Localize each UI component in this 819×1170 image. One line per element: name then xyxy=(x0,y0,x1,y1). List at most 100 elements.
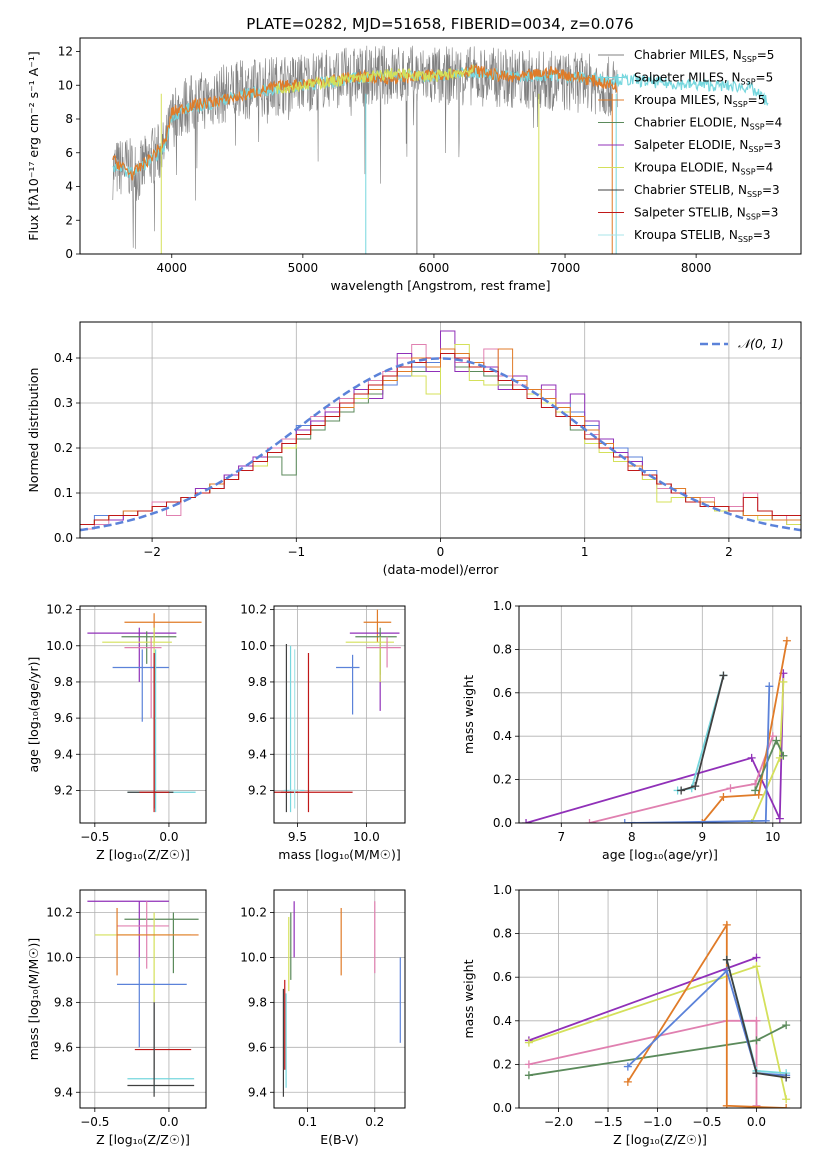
weight-marker xyxy=(722,1101,731,1108)
legend-entry: 𝒩(0, 1) xyxy=(738,336,784,351)
legend-entry: Kroupa ELODIE, NSSP=4 xyxy=(634,161,773,177)
weight-marker xyxy=(677,786,686,795)
y-tick-label: 0.6 xyxy=(493,686,512,700)
weight-marker xyxy=(719,792,728,801)
legend-entry: Chabrier STELIB, NSSP=3 xyxy=(634,183,780,199)
y-tick-label: 9.4 xyxy=(54,747,73,761)
errorbar-point xyxy=(124,636,162,719)
weight-marker xyxy=(691,782,700,791)
y-tick-label: 9.6 xyxy=(248,1040,267,1054)
y-tick-label: 2 xyxy=(65,213,73,227)
weight-marker xyxy=(524,1038,533,1047)
plot-area-spectrum xyxy=(112,45,769,254)
spectrum-line-0 xyxy=(112,45,618,249)
y-tick-label: 9.4 xyxy=(54,1085,73,1099)
weight-marker xyxy=(751,786,760,795)
x-tick-label: 7 xyxy=(557,830,565,844)
legend-entry: Chabrier ELODIE, NSSP=4 xyxy=(634,116,782,132)
x-tick-label: −1.0 xyxy=(643,1115,672,1129)
y-tick-label: 9.6 xyxy=(54,1040,73,1054)
weight-marker xyxy=(782,1021,791,1030)
x-axis-label: (data-model)/error xyxy=(383,562,500,577)
chart-mass-vs-EBV: 0.1 0.2 9.4 9.6 9.8 10.0 10.2 E(B-V) xyxy=(240,889,406,1147)
weight-marker xyxy=(524,1071,533,1080)
y-tick-label: 9.2 xyxy=(248,783,267,797)
x-tick-label: 9 xyxy=(698,830,706,844)
weight-marker xyxy=(752,953,761,962)
weight-marker xyxy=(698,819,707,823)
errorbar-point xyxy=(127,1002,195,1097)
y-tick-label: 8 xyxy=(65,112,73,126)
y-tick-label: 0.1 xyxy=(54,486,73,500)
plot-area-mass-vs-EBV xyxy=(282,901,401,1097)
y-tick-label: 10.2 xyxy=(240,603,267,617)
weight-marker xyxy=(747,753,756,762)
x-tick-label: 7000 xyxy=(550,261,581,275)
y-tick-label: 0.8 xyxy=(493,642,512,656)
x-tick-label: −1.5 xyxy=(593,1115,622,1129)
y-tick-label: 1.0 xyxy=(493,599,512,613)
y-tick-label: 9.8 xyxy=(54,995,73,1009)
weight-line-1 xyxy=(589,735,774,823)
errorbar-point xyxy=(116,907,199,976)
spectrum-legend: Chabrier MILES, NSSP=5 Salpeter MILES, NS… xyxy=(598,48,782,244)
x-tick-label: 1 xyxy=(581,545,589,559)
weight-marker xyxy=(754,790,763,799)
x-tick-label: −0.5 xyxy=(80,1115,109,1129)
x-tick-label: 5000 xyxy=(288,261,319,275)
weight-marker xyxy=(761,816,770,823)
y-axis-label: mass [log₁₀(M/M☉)] xyxy=(26,938,41,1060)
legend-entry: Chabrier MILES, NSSP=5 xyxy=(634,48,774,64)
x-tick-label: 10 xyxy=(765,830,780,844)
y-tick-label: 9.8 xyxy=(54,675,73,689)
y-tick-label: 0.4 xyxy=(493,1014,512,1028)
legend-entry: Salpeter STELIB, NSSP=3 xyxy=(634,206,778,222)
x-tick-label: −2.0 xyxy=(544,1115,573,1129)
x-axis-label: mass [log₁₀(M/M☉)] xyxy=(278,847,400,862)
x-axis-label: E(B-V) xyxy=(320,1132,359,1147)
spectrum-line-3 xyxy=(276,64,474,94)
chart-age-vs-Z: −0.5 0.0 9.2 9.4 9.6 9.8 10.0 10.2 Z [log₁₀(Z/Z☉… xyxy=(26,603,207,862)
y-tick-label: 0.0 xyxy=(54,531,73,545)
x-tick-label: 0.0 xyxy=(159,830,178,844)
y-tick-label: 10.0 xyxy=(46,950,73,964)
y-tick-label: 6 xyxy=(65,146,73,160)
errorbar-point xyxy=(366,636,401,668)
axes-frame xyxy=(79,37,802,255)
weight-line-2 xyxy=(701,640,788,823)
axes-frame xyxy=(79,889,207,1109)
errorbar-point xyxy=(112,649,169,722)
x-tick-label: 2 xyxy=(725,545,733,559)
weight-marker xyxy=(752,1101,761,1108)
errorbar-point xyxy=(289,649,301,809)
x-tick-label: 9.5 xyxy=(288,830,307,844)
chart-weight-vs-Z: −2.0 −1.5 −1.0 −0.5 0.0 0.0 0.2 0.4 0.6 0.8 1.0 Z [… xyxy=(461,883,802,1147)
legend-entry: Salpeter MILES, NSSP=5 xyxy=(634,71,773,87)
y-axis-label: mass weight xyxy=(461,959,476,1038)
y-tick-label: 9.4 xyxy=(248,747,267,761)
weight-marker xyxy=(726,784,735,793)
weight-marker xyxy=(782,636,791,645)
y-tick-label: 9.8 xyxy=(248,995,267,1009)
weight-line-4 xyxy=(627,921,787,1108)
y-tick-label: 0.2 xyxy=(493,1057,512,1071)
x-axis-label: Z [log₁₀(Z/Z☉)] xyxy=(613,1132,707,1147)
y-tick-label: 0.0 xyxy=(493,1101,512,1115)
legend-entry: Kroupa MILES, NSSP=5 xyxy=(634,93,765,109)
y-tick-label: 0.4 xyxy=(493,729,512,743)
weight-marker xyxy=(779,677,788,686)
x-axis-label: age [log₁₀(age/yr)] xyxy=(602,847,718,862)
y-tick-label: 10.2 xyxy=(46,905,73,919)
errorbar-point xyxy=(336,654,360,715)
chart-age-vs-mass: 9.5 10.0 9.2 9.4 9.6 9.8 10.0 10.2 mass [log₁₀(M… xyxy=(240,603,406,862)
weight-marker xyxy=(775,814,784,823)
weight-marker xyxy=(752,1016,761,1025)
figure-title: PLATE=0282, MJD=51658, FIBERID=0034, z=0… xyxy=(246,15,633,33)
y-tick-label: 12 xyxy=(58,45,73,59)
y-tick-label: 10.2 xyxy=(240,905,267,919)
weight-marker xyxy=(623,1077,632,1086)
x-tick-label: 10.0 xyxy=(353,830,380,844)
legend-entry: Salpeter ELODIE, NSSP=3 xyxy=(634,138,781,154)
errorbar-point xyxy=(274,653,353,813)
